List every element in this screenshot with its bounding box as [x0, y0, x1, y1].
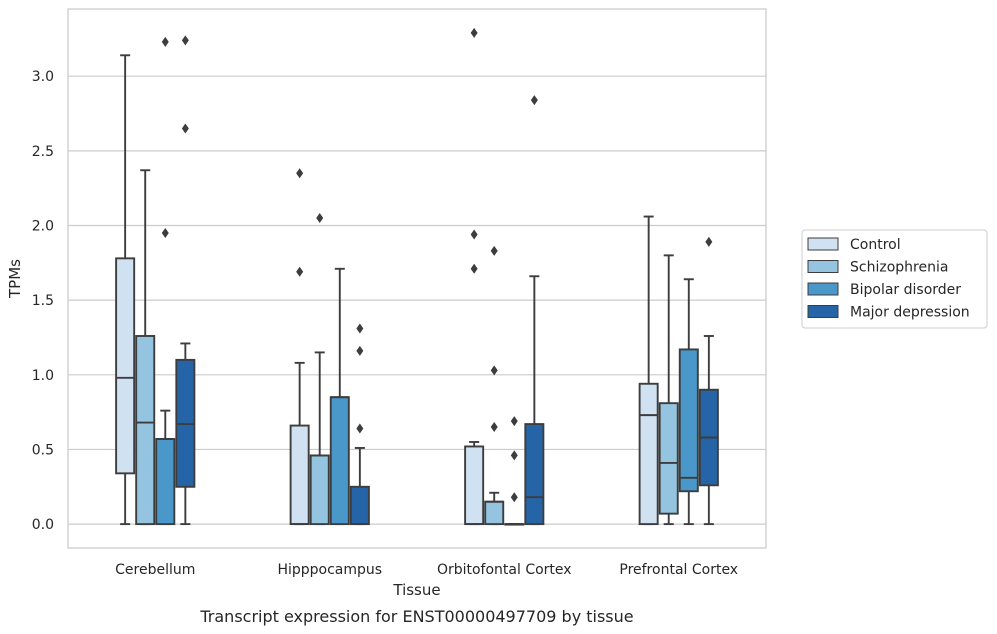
outlier-marker: [181, 35, 189, 46]
box-schizophrenia: [484, 245, 505, 526]
box-schizophrenia: [135, 169, 156, 526]
box-major-depression: [524, 95, 545, 526]
box-series: [115, 27, 719, 526]
y-tick-label: 3.0: [32, 69, 54, 85]
box-iqr: [464, 445, 485, 526]
box-iqr: [155, 438, 176, 526]
legend-swatch: [807, 260, 839, 273]
y-tick-label: 0.0: [32, 517, 54, 533]
y-tick-labels: 0.0 0.5 1.0 1.5 2.0 2.5 3.0: [32, 69, 54, 533]
y-tick-label: 2.0: [32, 218, 54, 234]
outlier-marker: [161, 227, 169, 238]
legend-frame: [801, 229, 988, 329]
legend-label: Bipolar disorder: [850, 282, 961, 298]
legend-label: Schizophrenia: [850, 260, 948, 276]
outlier-marker: [705, 236, 713, 247]
box-bipolar-disorder: [504, 416, 525, 526]
x-tick-label: Orbitofontal Cortex: [437, 562, 572, 578]
box-schizophrenia: [309, 213, 330, 526]
legend-swatch: [807, 282, 839, 296]
outlier-marker: [530, 95, 538, 106]
outlier-marker: [356, 323, 364, 334]
y-tick-label: 0.5: [32, 442, 54, 458]
box-iqr: [638, 382, 659, 526]
outlier-marker: [181, 123, 189, 134]
x-tick-label: Cerebellum: [115, 562, 195, 578]
y-tick-label: 1.5: [32, 293, 54, 309]
box-iqr: [484, 500, 505, 526]
x-axis-title: Tissue: [392, 581, 440, 599]
box-major-depression: [349, 323, 370, 526]
box-major-depression: [175, 35, 196, 526]
legend-label: Control: [850, 237, 901, 253]
box-iqr: [658, 402, 679, 515]
legend-swatch: [807, 305, 839, 318]
outlier-marker: [490, 365, 498, 376]
box-bipolar-disorder: [678, 278, 699, 526]
box-iqr: [289, 424, 310, 526]
legend: Control Schizophrenia Bipolar disorder Majo…: [801, 229, 988, 329]
outlier-marker: [356, 423, 364, 434]
outlier-marker: [490, 422, 498, 433]
outlier-marker: [510, 492, 518, 503]
box-iqr: [135, 335, 156, 526]
outlier-marker: [510, 416, 518, 427]
legend-label: Major depression: [850, 305, 970, 321]
outlier-marker: [510, 450, 518, 461]
outlier-marker: [296, 266, 304, 277]
box-control: [115, 54, 136, 526]
figure-caption: Transcript expression for ENST0000049770…: [199, 607, 633, 626]
box-iqr: [115, 257, 136, 475]
outlier-marker: [470, 229, 478, 240]
box-control: [638, 215, 659, 526]
x-tick-labels: Cerebellum Hipppocampus Orbitofontal Corte…: [115, 562, 738, 578]
box-iqr: [349, 485, 370, 526]
outlier-marker: [296, 168, 304, 179]
box-iqr: [678, 348, 699, 493]
plot-frame: [67, 8, 767, 549]
box-iqr: [309, 454, 330, 526]
box-bipolar-disorder: [329, 267, 350, 526]
box-control: [464, 27, 485, 526]
outlier-marker: [470, 27, 478, 38]
x-tick-label: Prefrontal Cortex: [619, 562, 738, 578]
y-axis-title: TPMs: [6, 259, 24, 299]
box-iqr: [329, 396, 350, 526]
box-bipolar-disorder: [155, 36, 176, 526]
x-tick-label: Hipppocampus: [277, 562, 382, 578]
y-tick-label: 1.0: [32, 368, 54, 384]
outlier-marker: [470, 263, 478, 274]
outlier-marker: [161, 36, 169, 47]
outlier-marker: [356, 345, 364, 356]
box-major-depression: [698, 236, 719, 526]
outlier-marker: [316, 213, 324, 224]
outlier-marker: [490, 245, 498, 256]
box-schizophrenia: [658, 254, 679, 526]
box-control: [289, 168, 310, 526]
legend-swatch: [807, 237, 839, 251]
y-tick-label: 2.5: [32, 144, 54, 160]
box-iqr: [524, 423, 545, 526]
